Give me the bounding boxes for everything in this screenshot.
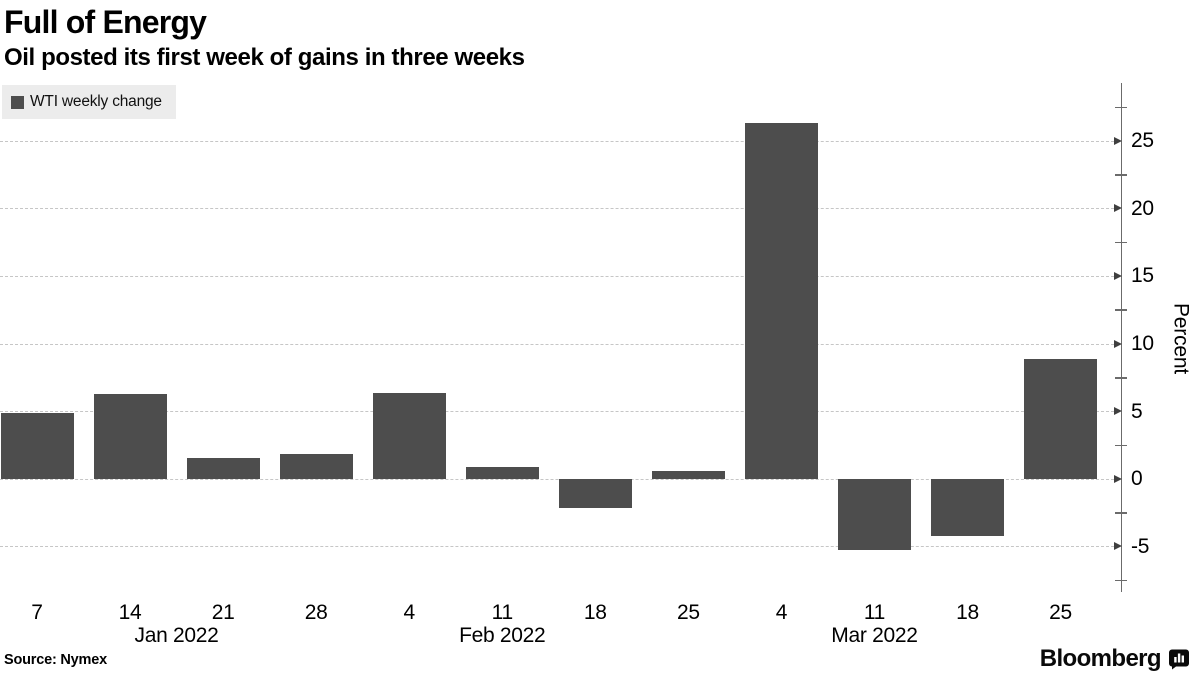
y-major-tick <box>1113 339 1122 348</box>
x-tick-label: 25 <box>1049 601 1072 624</box>
gridline <box>0 343 1114 345</box>
x-tick-label: 25 <box>676 601 700 624</box>
y-minor-tick <box>1114 444 1127 447</box>
source-note: Source: Nymex <box>4 652 107 668</box>
bar-25 <box>651 471 725 480</box>
y-tick-label: -5 <box>1131 534 1150 558</box>
bloomberg-terminal-icon <box>1169 649 1189 670</box>
gridline <box>0 478 1114 480</box>
chart-subtitle: Oil posted its first week of gains in th… <box>4 44 525 71</box>
x-month-label: Mar 2022 <box>831 624 918 647</box>
y-tick-label: 5 <box>1131 399 1143 423</box>
x-tick-label: 14 <box>118 601 142 624</box>
y-major-tick <box>1113 474 1122 483</box>
x-month-label: Feb 2022 <box>459 624 546 647</box>
bar-4 <box>372 392 446 480</box>
y-major-tick <box>1113 271 1122 280</box>
legend-swatch-icon <box>11 95 24 109</box>
y-major-tick <box>1113 542 1122 551</box>
bloomberg-wordmark: Bloomberg <box>1039 645 1162 672</box>
y-minor-tick <box>1114 241 1127 244</box>
y-minor-tick <box>1114 106 1127 108</box>
bar-25 <box>1024 358 1098 480</box>
bar-11 <box>837 479 911 550</box>
gridline <box>0 546 1114 548</box>
y-axis-title: Percent <box>1169 303 1193 374</box>
bar-4 <box>744 123 818 480</box>
y-tick-label: 25 <box>1131 129 1154 153</box>
x-tick-label: 7 <box>31 601 43 624</box>
x-tick-label: 4 <box>775 601 788 624</box>
x-tick-label: 21 <box>211 601 235 624</box>
bar-21 <box>186 457 260 480</box>
y-major-tick <box>1113 204 1122 213</box>
bloomberg-logo: Bloomberg <box>1040 645 1190 673</box>
bar-11 <box>465 467 539 480</box>
legend: WTI weekly change <box>2 85 176 119</box>
y-minor-tick <box>1114 309 1127 311</box>
bar-7 <box>0 413 74 480</box>
gridline <box>0 275 1114 277</box>
y-tick-label: 15 <box>1131 264 1154 288</box>
y-axis-line <box>1120 83 1123 592</box>
y-minor-tick <box>1114 174 1127 176</box>
bar-28 <box>279 453 353 480</box>
y-tick-label: 10 <box>1131 332 1154 355</box>
y-minor-tick <box>1114 512 1127 514</box>
gridline <box>0 411 1114 413</box>
bar-14 <box>93 394 167 480</box>
gridline <box>0 208 1114 210</box>
x-tick-label: 18 <box>956 601 979 624</box>
y-tick-label: 20 <box>1131 196 1154 220</box>
legend-label: WTI weekly change <box>30 93 162 110</box>
x-tick-label: 28 <box>304 601 328 624</box>
gridline <box>0 140 1114 142</box>
y-major-tick <box>1113 136 1122 145</box>
chart-title: Full of Energy <box>4 4 207 40</box>
x-tick-label: 11 <box>491 601 514 624</box>
x-month-label: Jan 2022 <box>134 624 219 647</box>
y-minor-tick <box>1114 377 1127 379</box>
bar-18 <box>558 479 632 508</box>
y-tick-label: 0 <box>1131 467 1143 491</box>
bar-18 <box>931 479 1004 537</box>
x-tick-label: 18 <box>583 601 607 624</box>
x-tick-label: 4 <box>403 601 415 624</box>
y-minor-tick <box>1114 580 1127 582</box>
x-tick-label: 11 <box>863 601 886 624</box>
y-major-tick <box>1113 407 1122 416</box>
